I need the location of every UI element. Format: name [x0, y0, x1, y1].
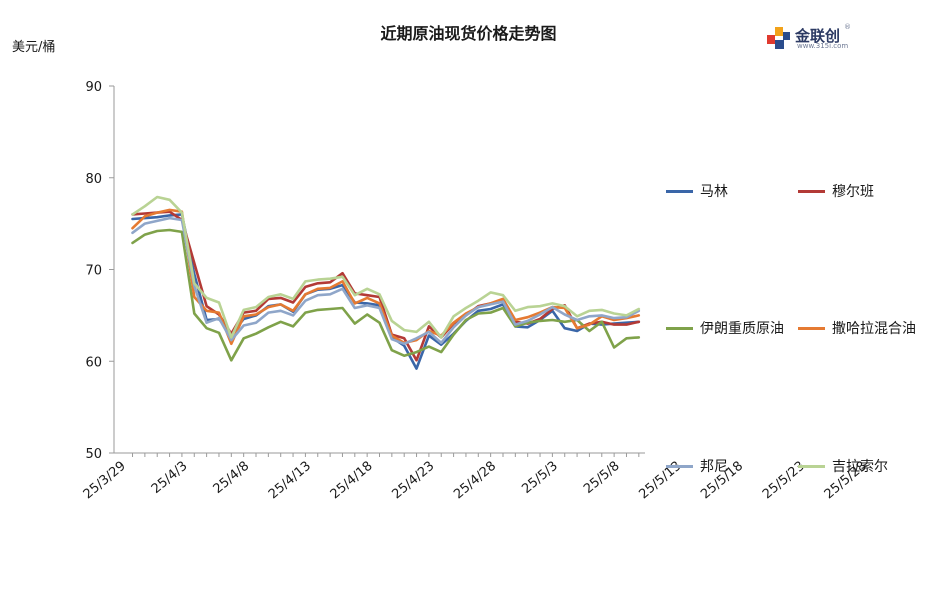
legend-swatch — [798, 327, 825, 330]
x-tick-label: 25/4/18 — [328, 459, 376, 503]
series-line-5 — [131, 216, 641, 346]
legend-swatch — [798, 190, 825, 193]
x-tick-label: 25/4/23 — [389, 459, 437, 503]
x-tick-label: 25/4/3 — [149, 459, 191, 497]
x-tick-label: 25/4/28 — [451, 459, 499, 503]
legend-label: 马林 — [700, 184, 728, 200]
series-line-1 — [131, 213, 641, 370]
legend-label: 穆尔班 — [832, 184, 874, 200]
y-axis-unit-label: 美元/桶 — [12, 40, 56, 55]
legend-label: 邦尼 — [700, 459, 728, 475]
x-tick-label: 25/5/3 — [519, 459, 561, 497]
brand-logo-mark-icon — [767, 27, 790, 49]
y-tick-label: 80 — [85, 172, 102, 187]
legend-swatch — [666, 190, 693, 193]
x-tick-label: 25/3/29 — [81, 459, 129, 503]
legend-swatch — [666, 327, 693, 330]
brand-site: www.315i.com — [797, 42, 849, 50]
legend-swatch — [798, 465, 825, 468]
x-tick-label: 25/5/8 — [581, 459, 623, 497]
legend-swatch — [666, 465, 693, 468]
x-tick-label: 25/4/13 — [266, 459, 314, 503]
y-tick-label: 70 — [85, 264, 102, 279]
legend-label: 吉拉索尔 — [832, 459, 888, 475]
y-tick-label: 60 — [85, 355, 102, 370]
brand-logo: 金联创 ® www.315i.com — [765, 22, 860, 54]
legend-label: 撒哈拉混合油 — [832, 321, 916, 337]
y-tick-label: 50 — [85, 447, 102, 462]
brand-registered-mark: ® — [844, 23, 851, 31]
brand-name: 金联创 — [795, 27, 841, 45]
chart-title: 近期原油现货价格走势图 — [380, 24, 557, 43]
series-line-3 — [131, 228, 641, 362]
series-line-6 — [131, 195, 641, 339]
y-tick-label: 90 — [85, 80, 102, 95]
x-tick-label: 25/4/8 — [211, 459, 253, 497]
legend-label: 伊朗重质原油 — [700, 321, 784, 337]
